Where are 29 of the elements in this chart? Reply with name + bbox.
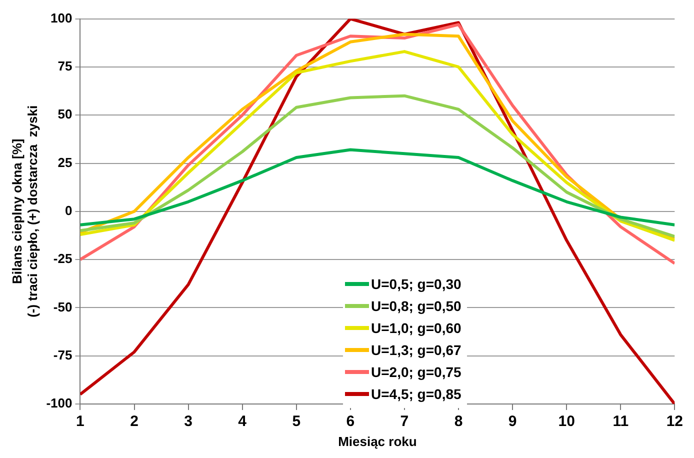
y-tick-label: -100: [46, 396, 72, 411]
legend-label: U=4,5; g=0,85: [371, 386, 462, 402]
y-tick-label: 0: [64, 202, 72, 218]
x-tick-label: 8: [454, 413, 463, 430]
x-tick-label: 6: [346, 413, 355, 430]
y-tick-label: 50: [58, 106, 72, 122]
x-tick-label: 9: [508, 413, 517, 430]
x-tick-label: 11: [612, 413, 629, 430]
x-tick-label: 4: [238, 413, 248, 430]
legend-label: U=1,0; g=0,60: [371, 320, 462, 336]
legend-label: U=0,8; g=0,50: [371, 298, 462, 314]
legend-label: U=1,3; g=0,67: [371, 342, 462, 358]
x-tick-label: 2: [130, 413, 138, 430]
x-tick-label: 12: [666, 413, 683, 430]
y-tick-label: 25: [58, 154, 72, 170]
x-tick-label: 7: [400, 413, 409, 430]
y-tick-label: 75: [58, 58, 72, 74]
y-tick-label: -50: [53, 299, 72, 314]
x-tick-label: 5: [292, 413, 301, 430]
x-tick-label: 10: [558, 413, 575, 430]
y-tick-label: -25: [53, 251, 72, 266]
y-tick-label: 100: [50, 10, 72, 26]
legend-label: U=2,0; g=0,75: [371, 364, 462, 380]
y-tick-label: -75: [53, 347, 72, 362]
legend-label: U=0,5; g=0,30: [371, 276, 462, 292]
x-axis-title: Miesiąc roku: [338, 434, 417, 450]
x-tick-label: 3: [184, 413, 192, 430]
x-tick-label: 1: [76, 413, 84, 430]
y-axis-title: Bilans cieplny okna [%] (-) traci ciepło, (+) dostarcza zyski: [9, 105, 40, 318]
